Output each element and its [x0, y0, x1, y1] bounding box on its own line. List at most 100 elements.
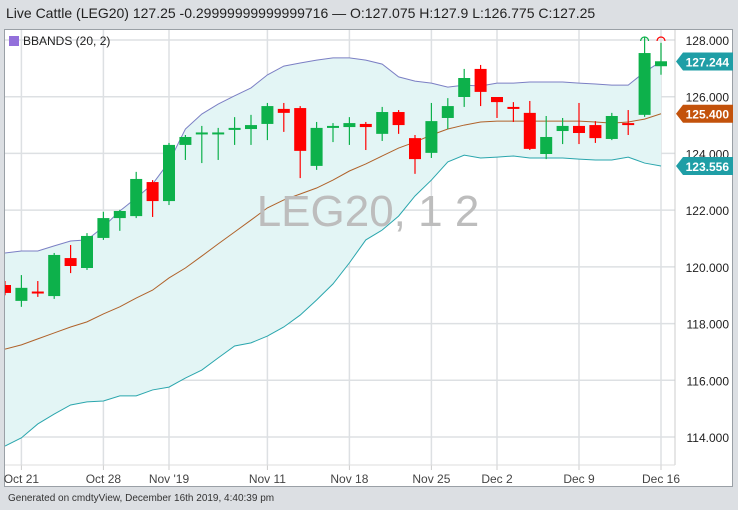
y-tick-label: 120.000: [686, 261, 730, 275]
candle-body: [507, 106, 520, 109]
candle: [48, 252, 61, 299]
chart-title: Live Cattle (LEG20) 127.25 -0.2999999999…: [6, 5, 596, 21]
candle: [425, 102, 438, 158]
candle-body: [474, 68, 487, 92]
candle: [655, 42, 667, 75]
candle-body: [277, 108, 290, 113]
candle-body: [5, 285, 11, 293]
x-tick-label: Dec 2: [481, 472, 513, 486]
x-tick-label: Nov 11: [249, 472, 286, 486]
candle-body: [556, 125, 569, 132]
candle: [523, 100, 536, 151]
candle-body: [573, 125, 585, 134]
candle: [15, 275, 28, 307]
candle: [64, 245, 77, 274]
x-tick-label: Dec 16: [642, 472, 680, 486]
candle-body: [228, 127, 241, 130]
watermark: LEG20, 1 2: [257, 187, 480, 236]
candle: [261, 102, 274, 141]
candle: [474, 64, 487, 107]
candle: [556, 117, 569, 145]
candle-body: [31, 291, 44, 294]
candle: [212, 127, 225, 160]
legend-swatch: [9, 36, 19, 46]
x-tick-label: Oct 28: [86, 472, 122, 486]
y-tick-label: 116.000: [687, 374, 730, 388]
candle: [458, 68, 471, 107]
candle-body: [195, 132, 208, 135]
candle-body: [15, 287, 28, 301]
upper-band-value-tag-bg: [676, 52, 733, 71]
candle-body: [540, 136, 553, 154]
candle-body: [392, 112, 405, 126]
y-tick-label: 114.000: [687, 431, 730, 445]
candle-body: [376, 112, 389, 134]
candle: [540, 115, 553, 160]
lower-band-value-tag-bg: [676, 157, 733, 176]
candle: [343, 117, 356, 145]
candle-body: [491, 96, 503, 103]
candle: [310, 121, 323, 170]
candle-body: [425, 121, 438, 153]
candle-body: [212, 132, 225, 135]
candle-body: [359, 123, 372, 128]
x-tick-label: Dec 9: [563, 472, 595, 486]
candle: [507, 102, 520, 122]
candle-body: [97, 218, 110, 238]
x-tick-label: Nov 25: [412, 472, 450, 486]
candle-body: [64, 258, 77, 267]
footer-text: Generated on cmdtyView, December 16th 20…: [8, 493, 275, 504]
candle: [589, 121, 602, 143]
candle: [146, 180, 159, 217]
candle: [113, 209, 126, 231]
candle: [277, 102, 290, 132]
candle: [573, 102, 585, 145]
candle-body: [605, 115, 618, 139]
candle: [228, 117, 241, 145]
band-fill: [5, 57, 661, 447]
plot-area: LEG20, 1 2: [5, 30, 675, 465]
lower-band-line: [5, 154, 662, 447]
candle-body: [245, 125, 257, 130]
candle: [195, 125, 208, 164]
candle-body: [343, 123, 356, 128]
x-tick-label: Nov 18: [330, 472, 368, 486]
candle-body: [458, 77, 471, 97]
candle-body: [327, 125, 339, 128]
candle-body: [638, 53, 651, 115]
candle-body: [146, 182, 159, 202]
candle: [130, 171, 143, 219]
candle: [441, 98, 454, 130]
candle-body: [261, 106, 274, 124]
x-tick-label: Oct 21: [4, 472, 40, 486]
candle-body: [163, 144, 175, 202]
candle-body: [310, 127, 323, 166]
candle-body: [179, 136, 192, 145]
candle: [359, 121, 372, 151]
candle-body: [294, 108, 307, 151]
y-tick-label: 118.000: [687, 318, 730, 332]
upper-band-value-tag: 127.244: [686, 55, 730, 69]
x-tick-label: Nov '19: [149, 472, 190, 486]
candle: [31, 281, 44, 297]
high-offscale-marker-icon: [656, 36, 666, 42]
candle: [5, 281, 11, 296]
candle: [622, 110, 635, 135]
candle: [491, 96, 503, 118]
y-tick-label: 126.000: [686, 91, 730, 105]
candle: [245, 114, 257, 145]
middle-band-value-tag-bg: [676, 104, 733, 123]
candle: [409, 134, 421, 174]
candle-body: [130, 178, 143, 217]
middle-band-value-tag: 125.400: [686, 108, 730, 122]
candle-body: [622, 123, 635, 126]
lower-band-value-tag: 123.556: [686, 160, 730, 174]
candle-body: [523, 112, 536, 149]
candle-body: [409, 138, 421, 160]
candle-body: [81, 235, 93, 268]
candle-body: [589, 125, 602, 139]
high-offscale-marker-icon: [640, 36, 650, 42]
candle: [294, 106, 307, 179]
candle-body: [441, 106, 454, 118]
